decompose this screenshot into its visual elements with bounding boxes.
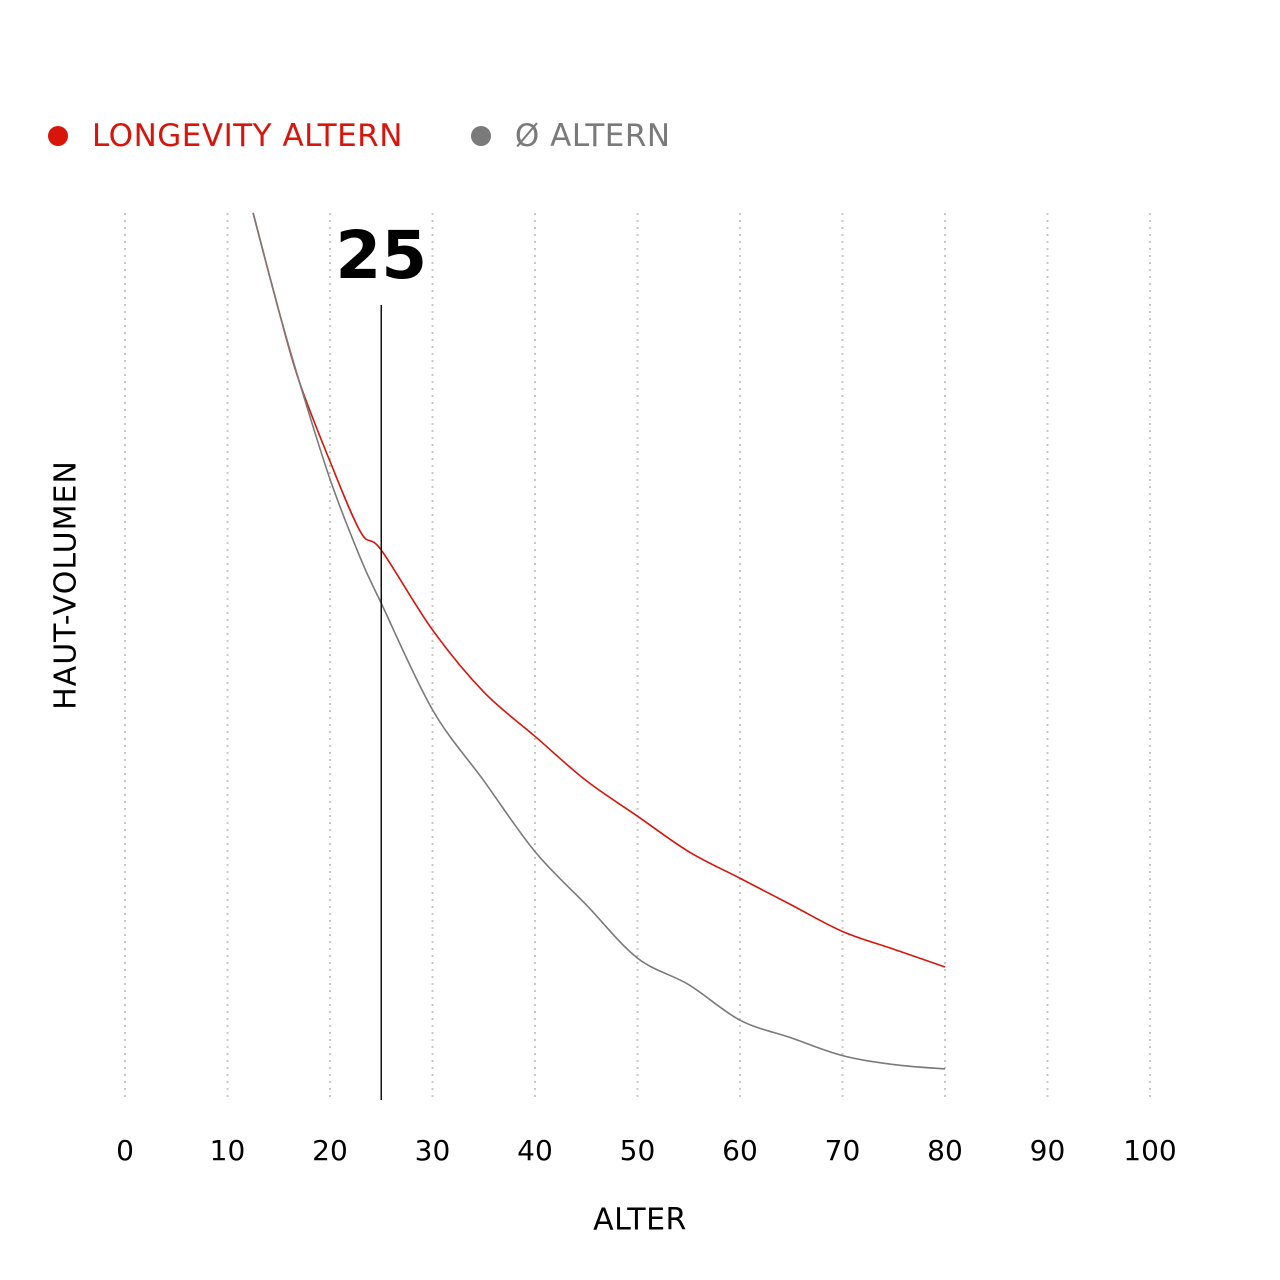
legend-label-longevity: LONGEVITY ALTERN	[92, 118, 403, 154]
x-tick-label-80: 80	[927, 1134, 963, 1167]
x-axis-label: ALTER	[593, 1202, 687, 1238]
x-tick-label-0: 0	[116, 1134, 134, 1167]
x-tick-label-90: 90	[1030, 1134, 1066, 1167]
x-tick-label-50: 50	[620, 1134, 656, 1167]
legend-item-average: Ø ALTERN	[470, 118, 671, 154]
x-tick-label-30: 30	[415, 1134, 451, 1167]
x-tick-label-20: 20	[312, 1134, 348, 1167]
x-tick-label-100: 100	[1123, 1134, 1176, 1167]
legend-label-average: Ø ALTERN	[514, 118, 671, 154]
x-tick-label-70: 70	[825, 1134, 861, 1167]
x-tick-label-10: 10	[210, 1134, 246, 1167]
y-axis-label: HAUT-VOLUMEN	[48, 460, 84, 710]
legend: LONGEVITY ALTERN Ø ALTERN	[48, 118, 739, 154]
legend-dot-average	[470, 126, 491, 146]
series-line-longevity	[252, 212, 946, 968]
x-tick-label-60: 60	[722, 1134, 758, 1167]
series-line-average	[252, 212, 946, 1070]
legend-item-longevity: LONGEVITY ALTERN	[48, 118, 403, 154]
x-tick-label-40: 40	[517, 1134, 553, 1167]
marker-label: 25	[335, 217, 427, 294]
legend-dot-longevity	[48, 126, 68, 146]
